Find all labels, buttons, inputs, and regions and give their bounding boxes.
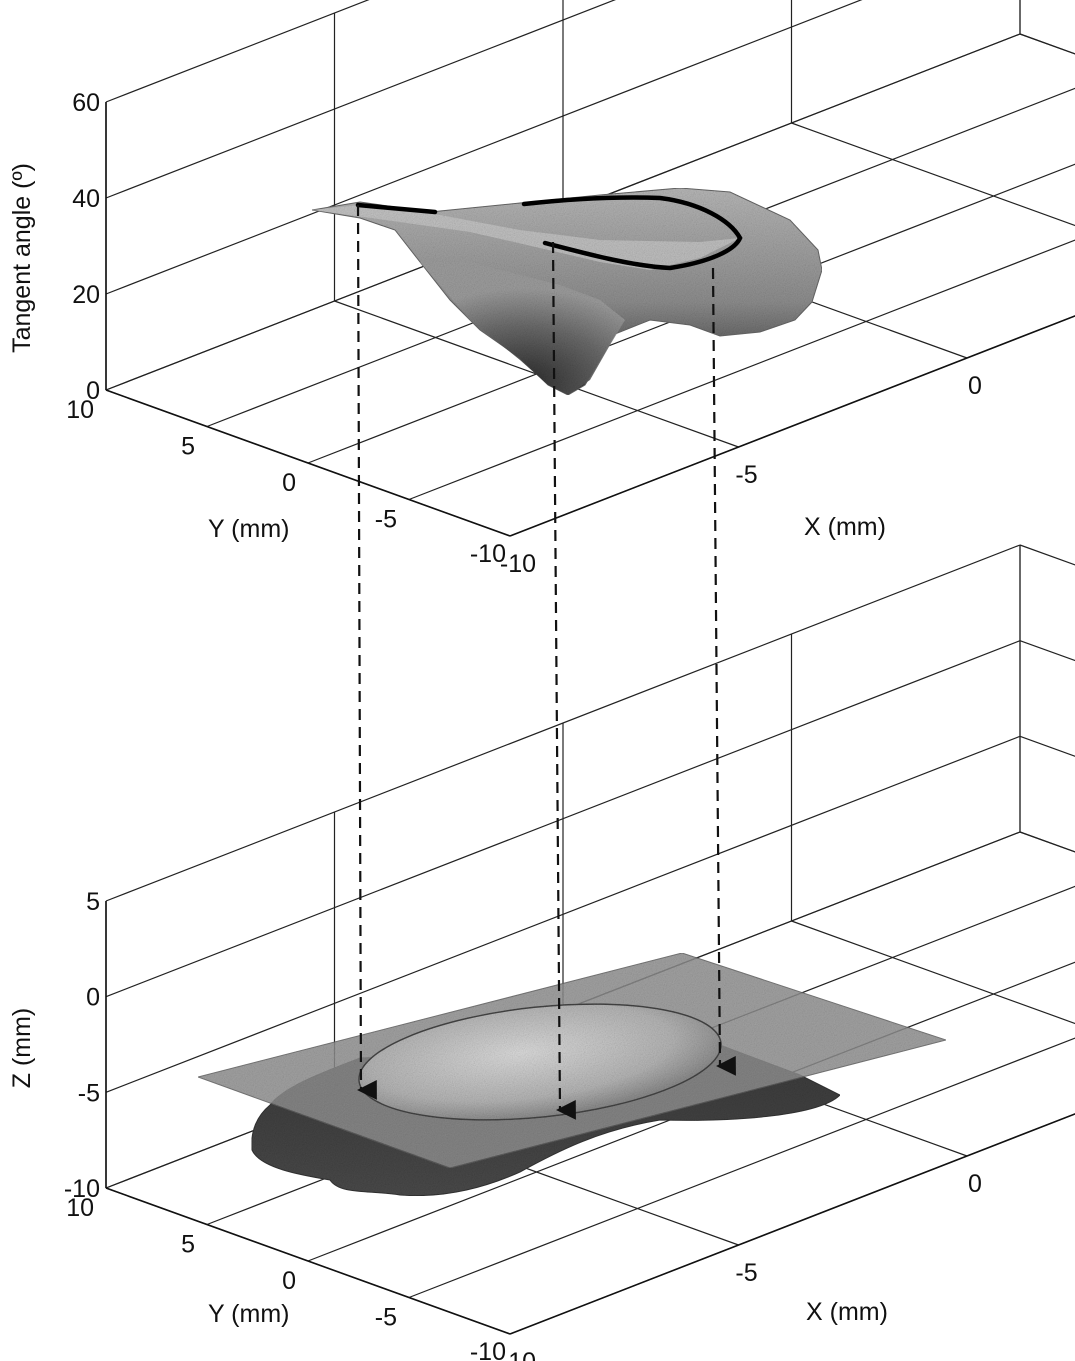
- y-axis-line: [106, 390, 510, 536]
- top-z-axis-label: Tangent angle (º): [8, 163, 36, 353]
- z-tick-label: 20: [72, 281, 100, 309]
- tangent-angle-plot: 0204060-10-50510-10-50510 Tangent angle …: [8, 0, 1075, 578]
- y-tick-label: 5: [181, 1231, 195, 1259]
- top-y-axis-label: Y (mm): [208, 515, 289, 543]
- y-tick-label: -5: [375, 1304, 397, 1332]
- bottom-y-axis-label: Y (mm): [208, 1300, 289, 1328]
- z-tick-label: 0: [86, 984, 100, 1012]
- y-tick-label: 0: [282, 469, 296, 497]
- z-tick-label: -5: [78, 1079, 100, 1107]
- x-tick-label: 0: [968, 372, 982, 400]
- bottom-x-axis-label: X (mm): [806, 1298, 888, 1326]
- y-axis-line: [106, 1188, 510, 1334]
- x-tick-label: 0: [968, 1170, 982, 1198]
- y-tick-label: 5: [181, 433, 195, 461]
- bottom-z-axis-label: Z (mm): [8, 1008, 36, 1089]
- x-tick-label: -10: [500, 550, 536, 578]
- x-tick-label: -10: [500, 1348, 536, 1361]
- tangent-angle-surface: [312, 188, 822, 395]
- side-wall-grid-line: [1020, 736, 1075, 882]
- y-tick-label: 10: [66, 1194, 94, 1222]
- x-tick-label: -5: [735, 1259, 757, 1287]
- x-tick-label: -5: [735, 461, 757, 489]
- connector-line: [713, 268, 720, 1066]
- floor-grid-line: [792, 123, 1075, 269]
- y-tick-label: 10: [66, 396, 94, 424]
- top-x-axis-label: X (mm): [804, 513, 886, 541]
- surface-z-plot: -10-505-10-50510-10-50510 Z (mm) Y (mm) …: [8, 545, 1075, 1361]
- z-tick-label: 5: [86, 888, 100, 916]
- y-tick-label: -5: [375, 506, 397, 534]
- z-tick-label: 40: [72, 185, 100, 213]
- y-tick-label: 0: [282, 1267, 296, 1295]
- z-tick-label: 60: [72, 89, 100, 117]
- side-wall-grid-line: [1020, 641, 1075, 787]
- side-wall-grid-line: [1020, 0, 1075, 84]
- bottom-axes-grid: [106, 545, 1075, 1334]
- side-wall-grid-line: [1020, 545, 1075, 691]
- connector-line: [358, 205, 361, 1090]
